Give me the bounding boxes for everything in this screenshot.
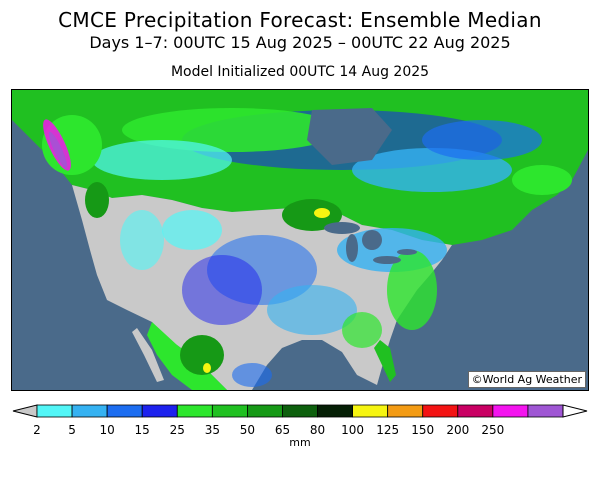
map-title: CMCE Precipitation Forecast: Ensemble Me… bbox=[58, 8, 542, 32]
colorbar-tick-label: 5 bbox=[68, 423, 76, 437]
colorbar-tick-label: 25 bbox=[170, 423, 185, 437]
colorbar-legend: 2 5 10 15 25 35 50 65 80 100 125 150 200 250 bbox=[12, 404, 588, 437]
great-lakes bbox=[324, 222, 417, 264]
colorbar-tick-label: 200 bbox=[446, 423, 469, 437]
colorbar-swatch bbox=[211, 404, 248, 418]
colorbar-over-arrow bbox=[562, 404, 588, 418]
colorbar-swatch bbox=[106, 404, 143, 418]
land-florida bbox=[374, 340, 396, 382]
precipitation-field bbox=[42, 108, 572, 387]
legend-units: mm bbox=[289, 436, 311, 449]
model-initialized: Model Initialized 00UTC 14 Aug 2025 bbox=[170, 64, 430, 80]
colorbar-swatch bbox=[36, 404, 73, 418]
colorbar-tick-label: 15 bbox=[135, 423, 150, 437]
hudson-bay bbox=[307, 108, 392, 165]
colorbar-swatch bbox=[527, 404, 564, 418]
colorbar-swatch bbox=[457, 404, 494, 418]
colorbar-swatch bbox=[387, 404, 424, 418]
colorbar-swatch bbox=[317, 404, 353, 418]
colorbar-swatch bbox=[141, 404, 178, 418]
colorbar-swatch bbox=[282, 404, 318, 418]
forecast-period: Days 1–7: 00UTC 15 Aug 2025 – 00UTC 22 A… bbox=[89, 33, 511, 52]
colorbar-tick-label: 125 bbox=[376, 423, 399, 437]
colorbar-tick-label: 35 bbox=[205, 423, 220, 437]
land-baja bbox=[132, 328, 164, 382]
colorbar-swatch bbox=[176, 404, 213, 418]
precipitation-map: ©World Ag Weather bbox=[11, 89, 589, 391]
colorbar-tick-label: 65 bbox=[275, 423, 290, 437]
colorbar-swatch bbox=[246, 404, 283, 418]
colorbar-tick-label: 100 bbox=[341, 423, 364, 437]
colorbar-tick-label: 10 bbox=[99, 423, 114, 437]
map-credit: ©World Ag Weather bbox=[467, 371, 586, 388]
colorbar-tick-label: 250 bbox=[481, 423, 504, 437]
colorbar-tick-label: 150 bbox=[411, 423, 434, 437]
colorbar-swatch bbox=[422, 404, 459, 418]
colorbar-tick-label: 50 bbox=[240, 423, 255, 437]
colorbar bbox=[12, 404, 588, 418]
map-canvas bbox=[12, 90, 588, 390]
colorbar-tick-label: 80 bbox=[310, 423, 325, 437]
colorbar-swatch bbox=[492, 404, 529, 418]
colorbar-ticks: 2 5 10 15 25 35 50 65 80 100 125 150 200 250 bbox=[33, 423, 504, 437]
colorbar-under-arrow bbox=[12, 404, 38, 418]
colorbar-swatch bbox=[352, 404, 389, 418]
colorbar-tick-label: 2 bbox=[33, 423, 41, 437]
colorbar-swatch bbox=[71, 404, 108, 418]
